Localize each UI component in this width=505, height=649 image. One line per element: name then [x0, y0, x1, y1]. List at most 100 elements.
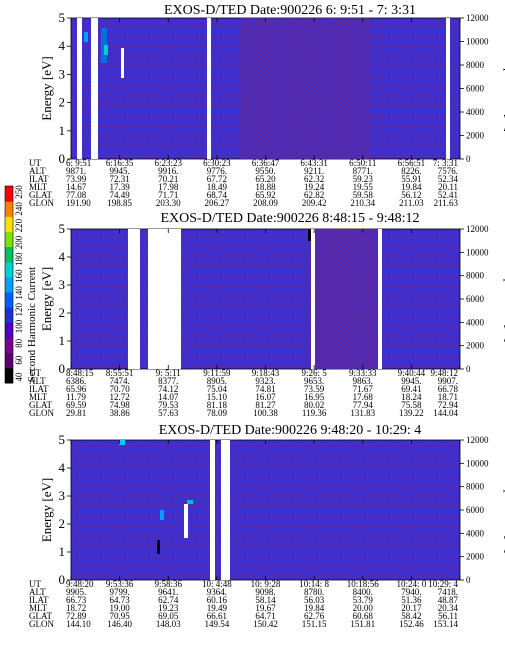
info-cell: 69.41	[401, 384, 421, 394]
panel-3-title: EXOS-D/TED Date:900226 9:48:20 - 10:29: …	[159, 423, 421, 438]
panel-3-feature	[119, 440, 125, 445]
spectrogram-panel-3: EXOS-D/TED Date:900226 9:48:20 - 10:29: …	[29, 423, 505, 629]
temperature-tick-label: 2000	[466, 341, 485, 351]
info-cell: 16.95	[304, 392, 325, 402]
info-cell: 81.27	[255, 400, 276, 410]
ut-tick-label: 6:23:23	[154, 158, 182, 168]
energy-tick-label: 3	[59, 488, 66, 503]
info-cell: 56.11	[438, 611, 458, 621]
temperature-tick-label: 10000	[466, 458, 489, 468]
colorbar-segment	[5, 307, 13, 323]
info-cell: 151.15	[302, 619, 327, 629]
info-cell: 51.36	[401, 595, 422, 605]
info-cell: 18.72	[66, 603, 86, 613]
info-cell: 20.11	[438, 182, 458, 192]
ut-tick-label: 10: 4:48	[202, 579, 232, 589]
info-cell: 9905.	[66, 587, 86, 597]
info-cell: 14.07	[158, 392, 179, 402]
info-cell: 52.34	[438, 174, 459, 184]
info-cell: 139.22	[399, 408, 424, 418]
info-cell: 19.55	[353, 182, 374, 192]
info-cell: 144.04	[433, 408, 458, 418]
info-cell: 56.03	[304, 595, 325, 605]
panel-3-feature	[187, 500, 193, 504]
info-row-label: GLON	[29, 619, 54, 629]
info-cell: 20.00	[353, 603, 374, 613]
info-cell: 15.10	[207, 392, 228, 402]
info-cell: 72.94	[438, 400, 459, 410]
info-cell: 74.81	[255, 384, 275, 394]
panel-1-gap	[207, 18, 211, 159]
info-cell: 57.63	[158, 408, 179, 418]
panel-1-feature	[104, 45, 108, 55]
info-cell: 62.74	[158, 595, 179, 605]
ut-tick-label: 9:48:20	[66, 579, 94, 589]
info-row-label: GLAT	[29, 400, 52, 410]
panel-2-gap	[311, 229, 315, 369]
info-cell: 64.71	[255, 611, 275, 621]
colorbar-tick-label: 60	[14, 355, 24, 365]
colorbar-segment	[5, 261, 13, 278]
info-cell: 153.14	[433, 619, 458, 629]
info-cell: 9907.	[438, 376, 458, 386]
energy-tick-label: 5	[59, 221, 66, 236]
info-cell: 20.34	[438, 603, 459, 613]
info-cell: 66.61	[207, 611, 227, 621]
info-cell: 69.59	[66, 400, 87, 410]
colorbar-tick-label: 40	[14, 372, 24, 382]
colorbar-tick-label: 200	[14, 235, 24, 249]
info-row-label: ILAT	[29, 384, 49, 394]
info-cell: 77.94	[353, 400, 374, 410]
info-cell: 9945.	[401, 376, 421, 386]
info-row-label: ILAT	[29, 595, 49, 605]
colorbar-tick-label: 100	[14, 319, 24, 333]
info-cell: 38.86	[110, 408, 131, 418]
ut-tick-label: 8:48:15	[66, 368, 94, 378]
energy-tick-label: 5	[59, 432, 66, 447]
info-cell: 72.89	[66, 611, 87, 621]
info-cell: 8377.	[158, 376, 178, 386]
ut-tick-label: 9:40:44	[398, 368, 426, 378]
temperature-tick-label: 0	[466, 154, 471, 164]
info-cell: 52.41	[438, 190, 458, 200]
info-cell: 7474.	[110, 376, 130, 386]
info-cell: 7576.	[438, 166, 458, 176]
energy-tick-label: 0	[59, 361, 66, 376]
colorbar-segment	[5, 352, 13, 369]
temperature-axis-label: Temperature [K]	[503, 467, 505, 554]
colorbar-segment	[5, 322, 13, 339]
colorbar-tick-label: 250	[14, 185, 24, 199]
colorbar-tick-label: 180	[14, 252, 24, 266]
info-cell: 73.59	[304, 384, 325, 394]
info-cell: 73.99	[66, 174, 87, 184]
info-row-label: ALT	[29, 376, 46, 386]
ut-tick-label: 6:43:31	[300, 158, 328, 168]
info-cell: 12.72	[110, 392, 130, 402]
info-cell: 18.88	[255, 182, 276, 192]
info-cell: 7940.	[401, 587, 421, 597]
info-cell: 66.78	[438, 384, 459, 394]
info-cell: 19.24	[304, 182, 325, 192]
temperature-tick-label: 2000	[466, 131, 485, 141]
energy-tick-label: 1	[59, 333, 66, 348]
info-cell: 65.96	[66, 384, 87, 394]
temperature-axis-label: Temperature [K]	[503, 45, 505, 132]
info-cell: 198.85	[107, 198, 132, 208]
info-cell: 60.68	[353, 611, 374, 621]
ut-tick-label: 9:58:36	[154, 579, 182, 589]
ut-tick-label: 10:18:56	[347, 579, 380, 589]
info-cell: 18.71	[438, 392, 458, 402]
info-cell: 69.05	[158, 611, 179, 621]
info-cell: 75.58	[401, 400, 422, 410]
temperature-tick-label: 0	[466, 364, 471, 374]
info-row-label: UT	[29, 579, 41, 589]
info-cell: 56.12	[401, 190, 421, 200]
info-cell: 8905.	[207, 376, 227, 386]
temperature-axis-label: Temperature [K]	[503, 256, 505, 343]
info-cell: 65.20	[255, 174, 276, 184]
temperature-tick-label: 6000	[466, 294, 485, 304]
info-cell: 62.76	[304, 611, 325, 621]
info-cell: 81.18	[207, 400, 228, 410]
info-cell: 9211.	[304, 166, 324, 176]
